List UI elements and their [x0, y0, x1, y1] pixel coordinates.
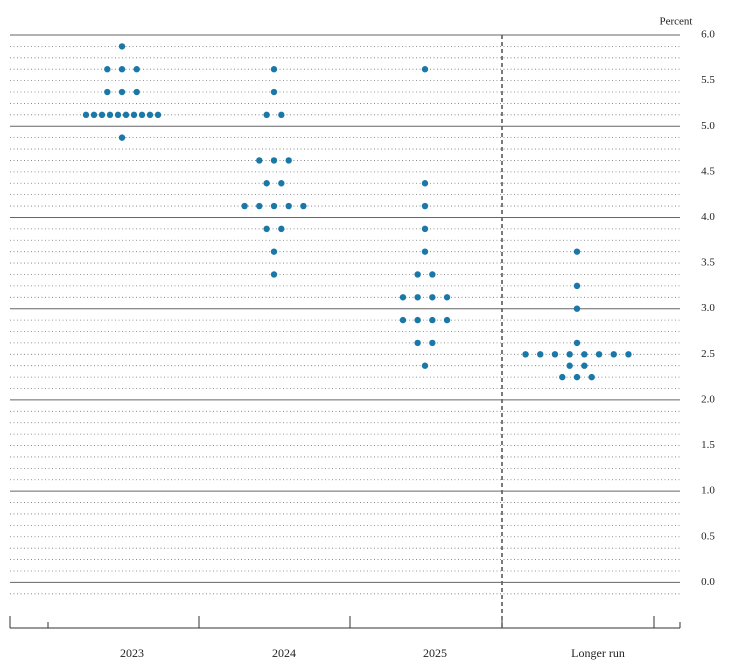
dot — [300, 202, 307, 210]
dot — [270, 202, 278, 210]
dot — [421, 248, 429, 255]
dot — [263, 180, 270, 187]
dot — [421, 225, 429, 233]
dot — [414, 339, 421, 347]
dot — [278, 225, 285, 233]
dot — [133, 66, 140, 73]
dot — [270, 66, 278, 73]
y-tick-label: 1.5 — [701, 439, 715, 451]
dot — [104, 88, 111, 96]
dot — [429, 339, 436, 347]
dot — [241, 202, 248, 210]
dot — [270, 248, 278, 255]
dot — [573, 373, 581, 381]
dot — [118, 134, 126, 141]
dot — [270, 271, 278, 278]
dot — [122, 111, 130, 119]
y-tick-label: 5.0 — [701, 120, 715, 132]
dot — [610, 351, 617, 358]
y-tick-label: 3.5 — [701, 257, 715, 269]
dot — [114, 111, 122, 119]
dot — [154, 111, 162, 119]
dot — [573, 339, 581, 347]
y-tick-label: 0.5 — [701, 530, 715, 542]
y-tick-label: 1.0 — [701, 485, 715, 497]
dot — [421, 66, 429, 73]
dot — [118, 66, 126, 73]
dot — [285, 202, 292, 210]
y-tick-label: 4.0 — [701, 211, 715, 223]
y-tick-label: 0.0 — [701, 576, 715, 588]
dot — [573, 305, 581, 312]
y-tick-label: 6.0 — [701, 29, 715, 41]
dot — [270, 157, 278, 164]
dot — [98, 111, 106, 119]
dot — [138, 111, 146, 119]
dot — [278, 111, 285, 119]
dot — [399, 316, 407, 324]
dot — [90, 111, 98, 119]
x-tick-label: 2024 — [272, 646, 296, 660]
dot — [429, 294, 436, 301]
dot — [581, 362, 588, 369]
dot — [256, 157, 263, 164]
dot — [133, 88, 140, 96]
y-tick-label: 3.0 — [701, 302, 715, 314]
x-tick-label: 2025 — [423, 646, 447, 660]
dot — [414, 271, 421, 278]
dot — [421, 362, 429, 369]
y-axis-label: Percent — [660, 16, 693, 28]
dot — [414, 316, 421, 324]
dot — [429, 316, 436, 324]
dot — [146, 111, 154, 119]
dot — [551, 351, 559, 358]
dot — [82, 111, 90, 119]
dot — [581, 351, 588, 358]
y-tick-label: 2.0 — [701, 393, 715, 405]
dot — [414, 294, 421, 301]
dot — [421, 202, 429, 210]
dot — [566, 351, 573, 358]
dot — [625, 351, 632, 358]
dot — [263, 225, 270, 233]
dot — [537, 351, 544, 358]
dot — [118, 88, 126, 96]
dot — [130, 111, 138, 119]
y-tick-label: 5.5 — [701, 74, 715, 86]
dot — [270, 88, 278, 96]
x-tick-label: Longer run — [571, 646, 625, 660]
dot — [443, 316, 451, 324]
dot — [104, 66, 111, 73]
dot — [573, 248, 581, 255]
dot — [278, 180, 285, 187]
dot — [588, 373, 595, 381]
dot — [399, 294, 407, 301]
x-tick-label: 2023 — [120, 646, 144, 660]
dot — [118, 43, 126, 50]
dot — [595, 351, 603, 358]
dot — [256, 202, 263, 210]
dot — [522, 351, 529, 358]
dot — [285, 157, 292, 164]
dot — [559, 373, 566, 381]
dot — [421, 180, 429, 187]
dot — [429, 271, 436, 278]
y-tick-label: 2.5 — [701, 348, 715, 360]
dot — [573, 282, 581, 290]
dot — [566, 362, 573, 369]
dot — [106, 111, 114, 119]
dot — [443, 294, 451, 301]
dot — [263, 111, 270, 119]
y-tick-label: 4.5 — [701, 165, 715, 177]
